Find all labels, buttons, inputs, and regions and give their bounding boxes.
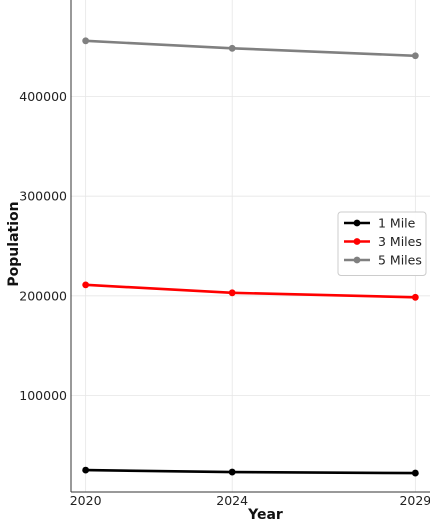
data-point bbox=[412, 294, 419, 301]
data-point bbox=[412, 470, 419, 477]
x-axis-title: Year bbox=[247, 507, 283, 521]
y-tick-label: 100000 bbox=[19, 388, 67, 403]
data-point bbox=[229, 45, 236, 52]
data-point bbox=[82, 37, 89, 44]
data-point bbox=[229, 289, 236, 296]
data-point bbox=[82, 281, 89, 288]
legend: 1 Mile 3 Miles 5 Miles bbox=[338, 212, 426, 276]
data-point bbox=[82, 467, 89, 474]
data-point bbox=[229, 469, 236, 476]
x-tick-label: 2024 bbox=[216, 493, 248, 508]
y-tick-label: 200000 bbox=[19, 288, 67, 303]
y-tick-label: 400000 bbox=[19, 89, 67, 104]
legend-label: 3 Miles bbox=[378, 234, 422, 249]
series-1-mile bbox=[82, 467, 418, 477]
series-3-miles bbox=[82, 281, 418, 300]
legend-swatch-marker bbox=[354, 257, 361, 264]
x-tick-label: 2029 bbox=[399, 493, 430, 508]
y-axis-title: Population bbox=[6, 201, 22, 286]
x-tick-label: 2020 bbox=[70, 493, 102, 508]
series-line bbox=[86, 41, 416, 56]
legend-label: 1 Mile bbox=[378, 216, 416, 231]
legend-swatch-marker bbox=[354, 220, 361, 227]
data-point bbox=[412, 52, 419, 59]
series-line bbox=[86, 470, 416, 473]
y-tick-label: 300000 bbox=[19, 189, 67, 204]
tick-labels: 100000 200000 300000 400000 2020 2024 2029 bbox=[19, 89, 430, 508]
legend-swatch-marker bbox=[354, 238, 361, 245]
series-5-miles bbox=[82, 37, 418, 59]
legend-label: 5 Miles bbox=[378, 253, 422, 268]
